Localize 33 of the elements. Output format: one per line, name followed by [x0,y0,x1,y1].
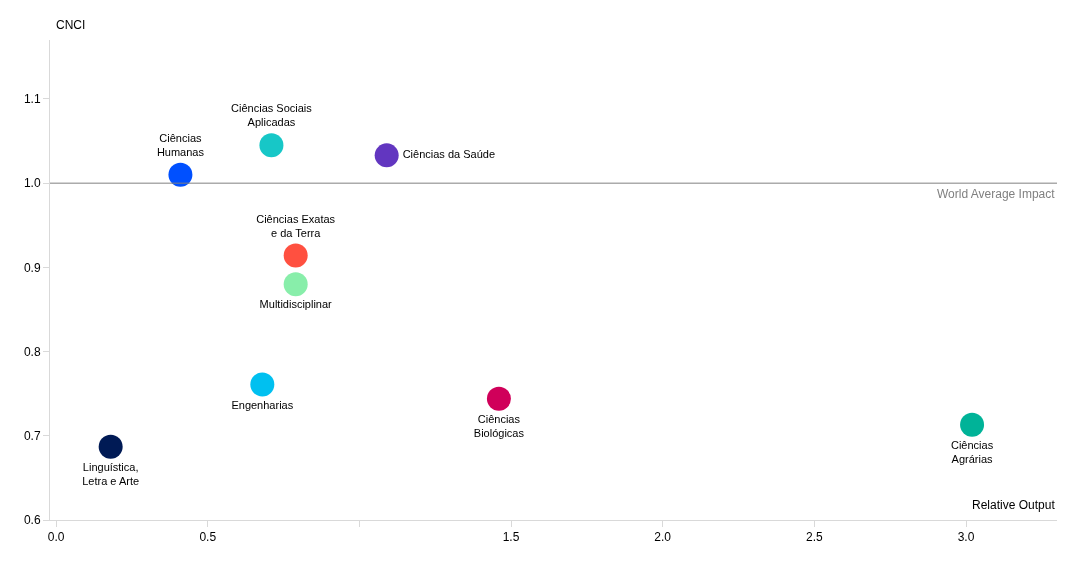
y-tick-label: 1.1 [23,92,41,107]
ref-line-label: World Average Impact [937,187,1056,201]
x-axis-title: Relative Output [972,498,1056,512]
y-tick-label: 0.6 [23,513,41,528]
series-label: Ciências Biológicas [473,412,525,440]
series-label: Multidisciplinar [259,298,333,311]
x-tick-label: 0.5 [199,530,217,545]
series-label: Ciências da Saúde [402,148,496,161]
x-tick-label: 3.0 [957,530,975,545]
series-label: Ciências Sociais Aplicadas [231,102,313,129]
point [374,143,399,168]
y-tick-label: 0.9 [23,260,41,275]
point [168,162,193,187]
y-tick-label: 0.8 [23,344,41,359]
y-axis-title: CNCI [56,18,86,32]
point [486,386,511,411]
y-tick-label: 0.7 [23,428,41,443]
series-label: Ciências Humanas [156,131,205,158]
point [250,372,275,397]
x-tick-label: 2.5 [806,530,824,545]
x-tick-label: 1.5 [502,530,520,545]
point [283,243,308,268]
series-label: Engenharias [231,398,294,411]
y-tick-label: 1.0 [23,176,41,191]
series-label: Ciências Exatas e da Terra [256,212,336,239]
x-tick-label: 0.0 [47,530,65,545]
point [960,412,985,437]
point [98,434,123,459]
series-label: Ciências Agrárias [950,439,994,466]
point [283,272,308,297]
point [259,133,284,158]
series-label: Linguística, Letra e Arte [82,460,140,488]
x-tick-label: 2.0 [654,530,672,545]
